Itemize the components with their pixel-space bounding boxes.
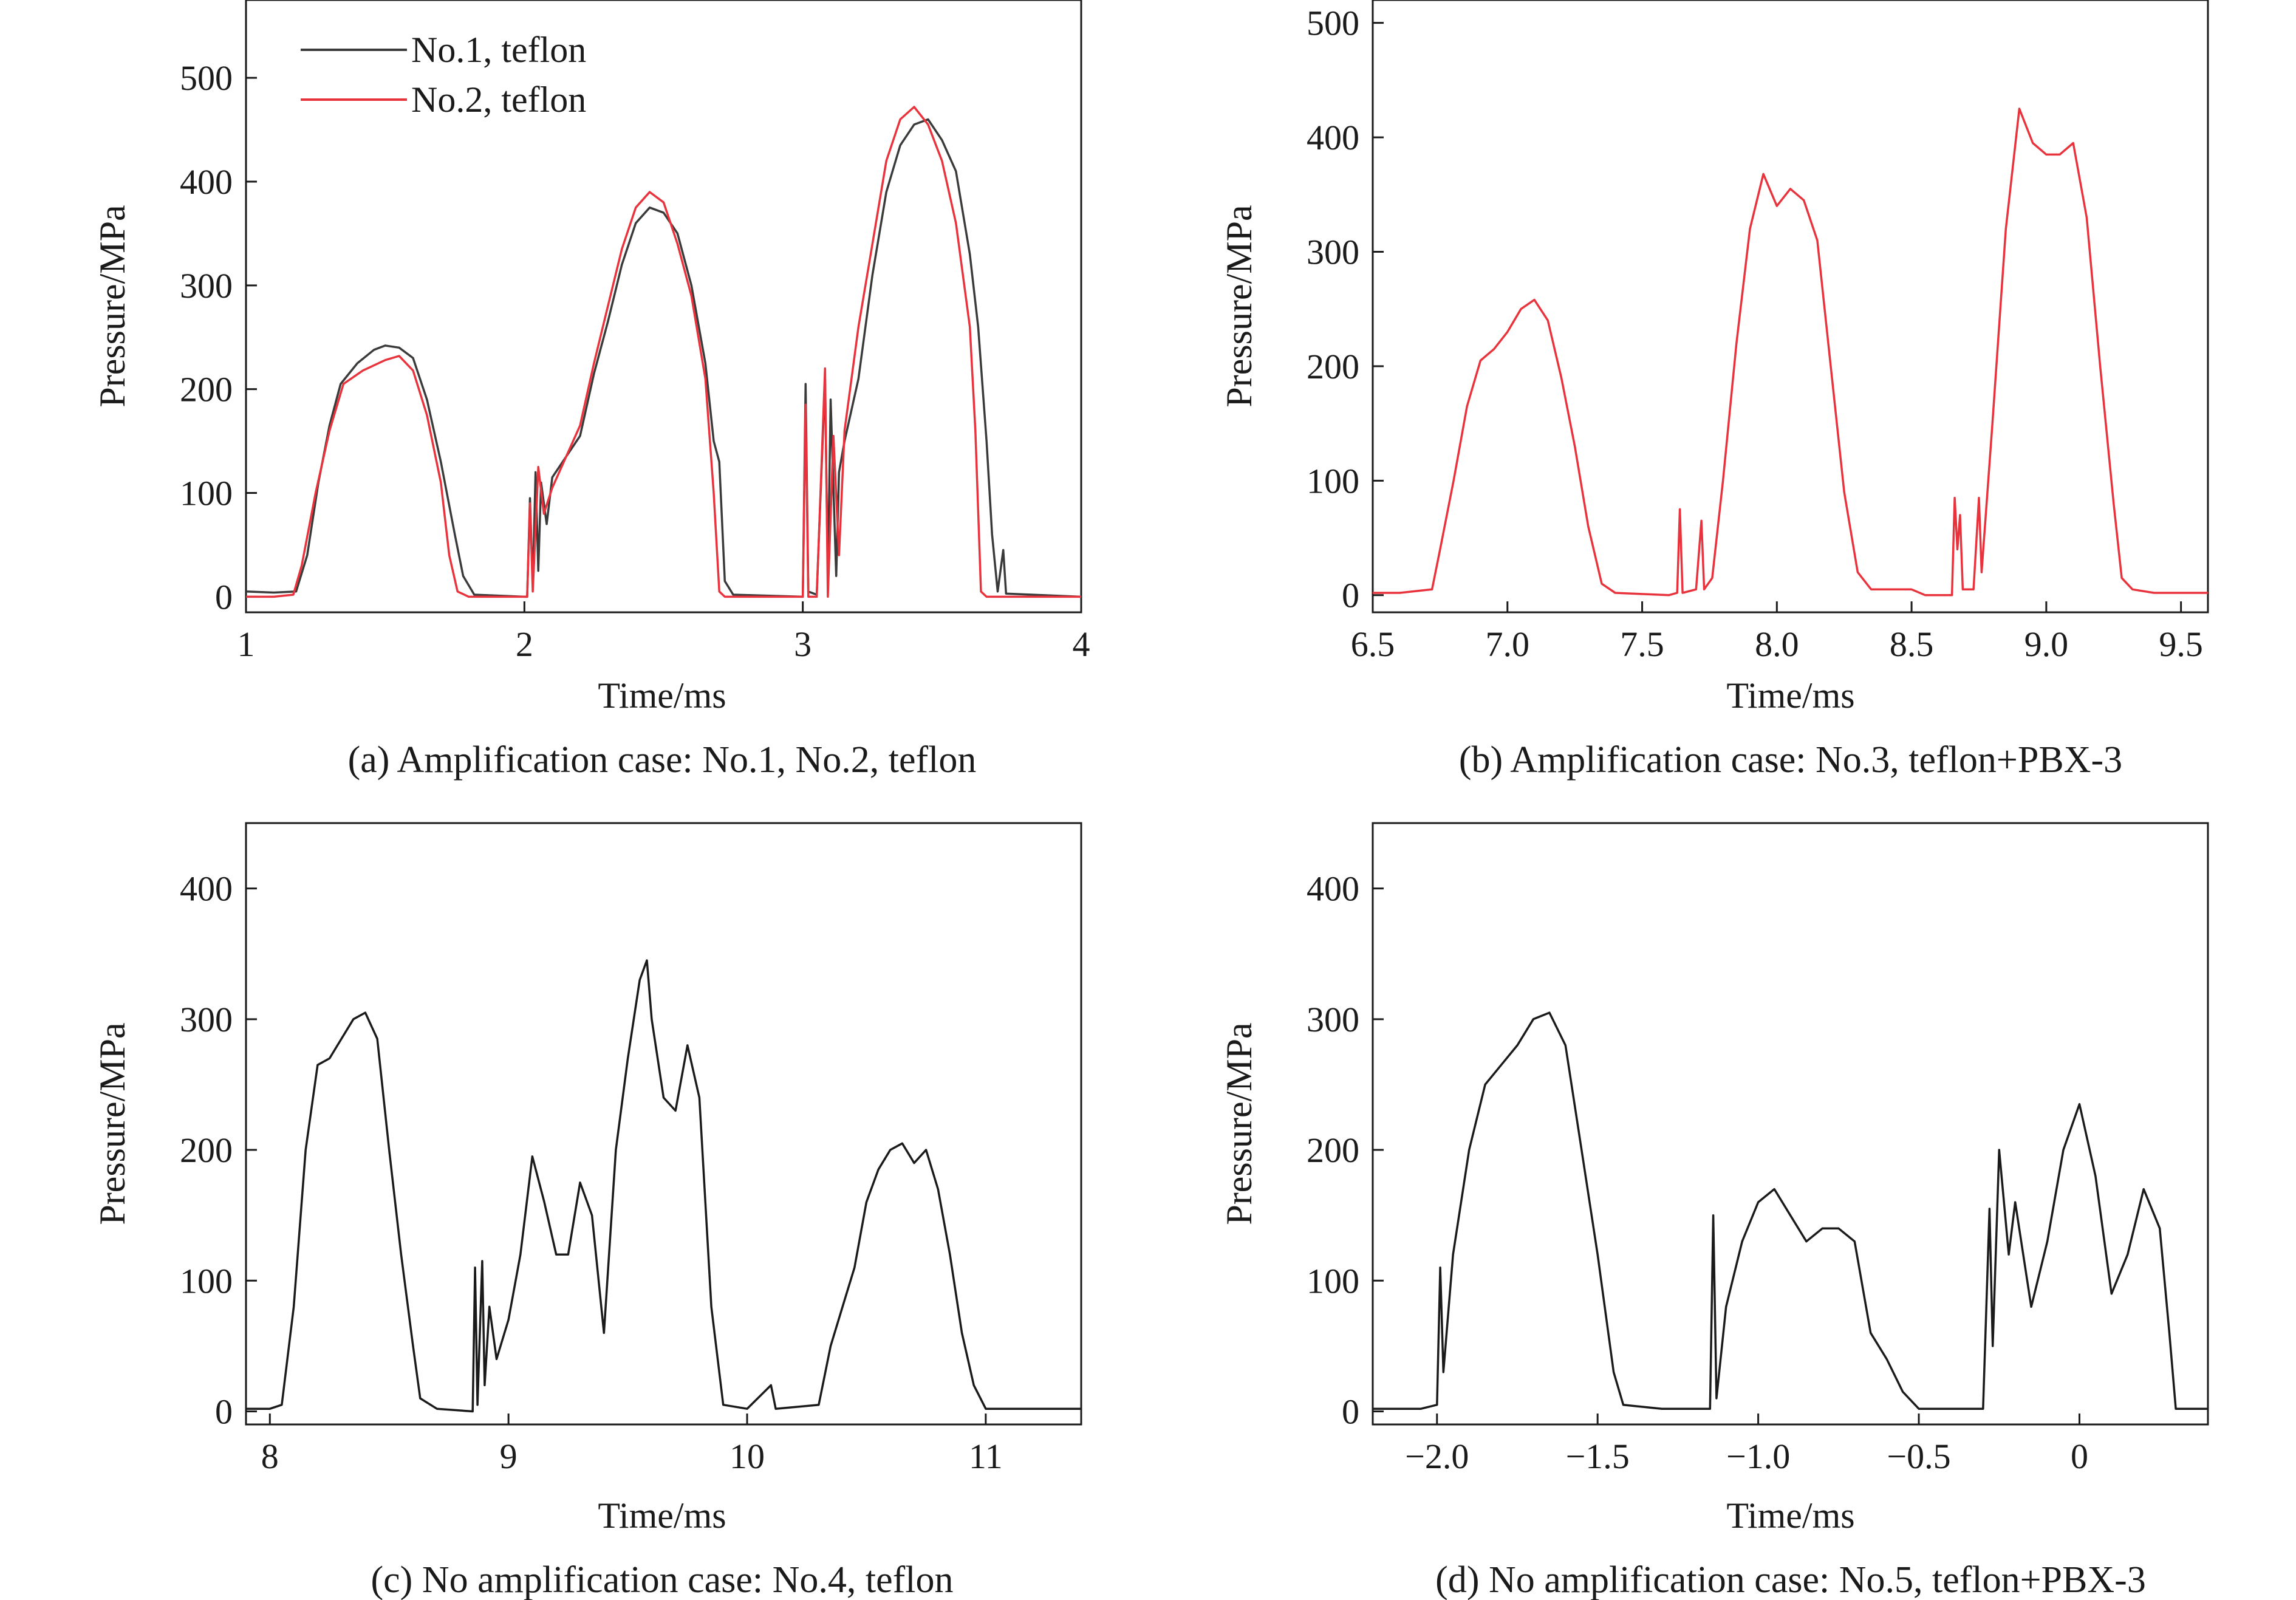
panel-b-x-axis-label: Time/ms bbox=[1726, 675, 1854, 716]
panel-a-x-tick-label: 1 bbox=[237, 624, 255, 664]
panel-a: (a) Amplification case: No.1, No.2, tefl… bbox=[92, 0, 1090, 781]
panel-b-caption: (b) Amplification case: No.3, teflon+PBX… bbox=[1459, 739, 2122, 781]
panel-d-x-tick-label: 0 bbox=[2071, 1437, 2088, 1476]
panel-d-y-tick-label: 300 bbox=[1307, 1000, 1359, 1039]
panel-a-caption: (a) Amplification case: No.1, No.2, tefl… bbox=[348, 739, 977, 781]
panel-d-y-tick-label: 0 bbox=[1342, 1392, 1359, 1431]
panel-d-x-tick-label: −2.0 bbox=[1405, 1437, 1469, 1476]
panel-d-x-tick-label: −1.0 bbox=[1726, 1437, 1790, 1476]
panel-b-x-tick-label: 7.5 bbox=[1620, 624, 1664, 664]
panel-c-y-tick-label: 100 bbox=[180, 1261, 233, 1301]
panel-d-series-line-1 bbox=[1373, 1011, 2208, 1410]
panel-a-y-tick-label: 400 bbox=[180, 162, 233, 202]
panel-c-plot-frame bbox=[245, 822, 1082, 1426]
panel-c-x-tick-label: 9 bbox=[500, 1437, 518, 1476]
panel-d-y-tick-label: 400 bbox=[1307, 869, 1359, 909]
panel-a-legend-label-2: No.2, teflon bbox=[411, 80, 586, 120]
panel-b-y-tick-label: 300 bbox=[1307, 233, 1359, 272]
panel-a-y-tick-label: 500 bbox=[180, 58, 233, 98]
panel-d-caption: (d) No amplification case: No.5, teflon+… bbox=[1435, 1559, 2146, 1600]
panel-b-x-tick-label: 8.0 bbox=[1755, 624, 1799, 664]
panel-c-y-tick-label: 400 bbox=[180, 869, 233, 909]
panel-d-y-axis-label: Pressure/MPa bbox=[1219, 1022, 1259, 1225]
panel-b-x-tick-label: 6.5 bbox=[1351, 624, 1395, 664]
panel-b-x-tick-label: 7.0 bbox=[1486, 624, 1530, 664]
panel-b-x-tick-label: 9.5 bbox=[2159, 624, 2203, 664]
panel-a-x-tick-label: 3 bbox=[794, 624, 811, 664]
panel-b-series-line-1 bbox=[1373, 108, 2208, 597]
panel-b-y-tick-label: 100 bbox=[1307, 461, 1359, 501]
panel-b-x-tick-label: 8.5 bbox=[1890, 624, 1934, 664]
panel-d-x-tick-label: −0.5 bbox=[1887, 1437, 1950, 1476]
panel-c-x-tick-label: 10 bbox=[729, 1437, 765, 1476]
panel-a-series-line-2 bbox=[246, 106, 1081, 598]
panel-d-x-axis-label: Time/ms bbox=[1726, 1496, 1854, 1536]
panel-b-x-tick-label: 9.0 bbox=[2024, 624, 2069, 664]
panel-b: (b) Amplification case: No.3, teflon+PBX… bbox=[1219, 0, 2209, 781]
panel-c-x-tick-label: 8 bbox=[261, 1437, 279, 1476]
panel-c-y-tick-label: 300 bbox=[180, 1000, 233, 1039]
panel-a-y-axis-label: Pressure/MPa bbox=[92, 205, 132, 407]
panel-c-series-line-1 bbox=[246, 959, 1081, 1413]
panel-a-x-tick-label: 2 bbox=[516, 624, 533, 664]
panel-c-x-axis-label: Time/ms bbox=[598, 1496, 726, 1536]
panel-c: (c) No amplification case: No.4, teflon … bbox=[92, 822, 1082, 1600]
panel-a-series-line-1 bbox=[245, 118, 1082, 598]
panel-a-x-axis-label: Time/ms bbox=[598, 675, 726, 716]
panel-a-plot-frame bbox=[245, 0, 1082, 614]
panel-d-x-tick-label: −1.5 bbox=[1566, 1437, 1630, 1476]
panel-b-plot-frame bbox=[1372, 0, 2209, 614]
panel-a-y-tick-label: 0 bbox=[215, 577, 233, 617]
panel-a-y-tick-label: 300 bbox=[180, 266, 233, 306]
panel-b-y-tick-label: 200 bbox=[1307, 347, 1359, 386]
panel-b-y-axis-label: Pressure/MPa bbox=[1219, 205, 1259, 407]
panel-a-x-tick-label: 4 bbox=[1073, 624, 1090, 664]
panel-b-y-tick-label: 500 bbox=[1307, 4, 1359, 43]
panel-c-y-tick-label: 0 bbox=[215, 1392, 233, 1431]
panel-d-plot-frame bbox=[1372, 822, 2209, 1426]
panel-c-y-tick-label: 200 bbox=[180, 1130, 233, 1170]
panel-a-y-tick-label: 200 bbox=[180, 370, 233, 409]
panel-c-caption: (c) No amplification case: No.4, teflon bbox=[371, 1559, 954, 1600]
panel-c-x-tick-label: 11 bbox=[969, 1437, 1003, 1476]
panel-b-y-tick-label: 0 bbox=[1342, 576, 1359, 615]
panel-d-y-tick-label: 100 bbox=[1307, 1261, 1359, 1301]
panel-b-y-tick-label: 400 bbox=[1307, 118, 1359, 157]
panel-c-y-axis-label: Pressure/MPa bbox=[92, 1022, 132, 1225]
panel-d: (d) No amplification case: No.5, teflon+… bbox=[1219, 822, 2209, 1600]
panel-a-y-tick-label: 100 bbox=[180, 474, 233, 513]
panel-d-y-tick-label: 200 bbox=[1307, 1130, 1359, 1170]
panel-a-legend-label-1: No.1, teflon bbox=[411, 30, 586, 70]
